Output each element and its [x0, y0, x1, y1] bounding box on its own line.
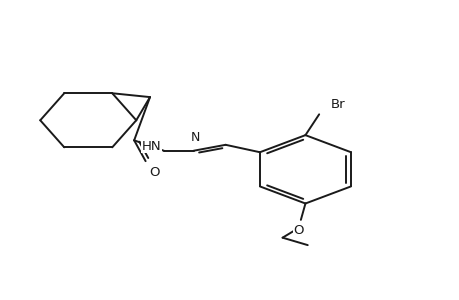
Text: O: O [293, 224, 303, 237]
Text: HN: HN [142, 140, 161, 153]
Text: Br: Br [330, 98, 344, 111]
Text: N: N [191, 131, 200, 144]
Text: O: O [149, 166, 159, 178]
